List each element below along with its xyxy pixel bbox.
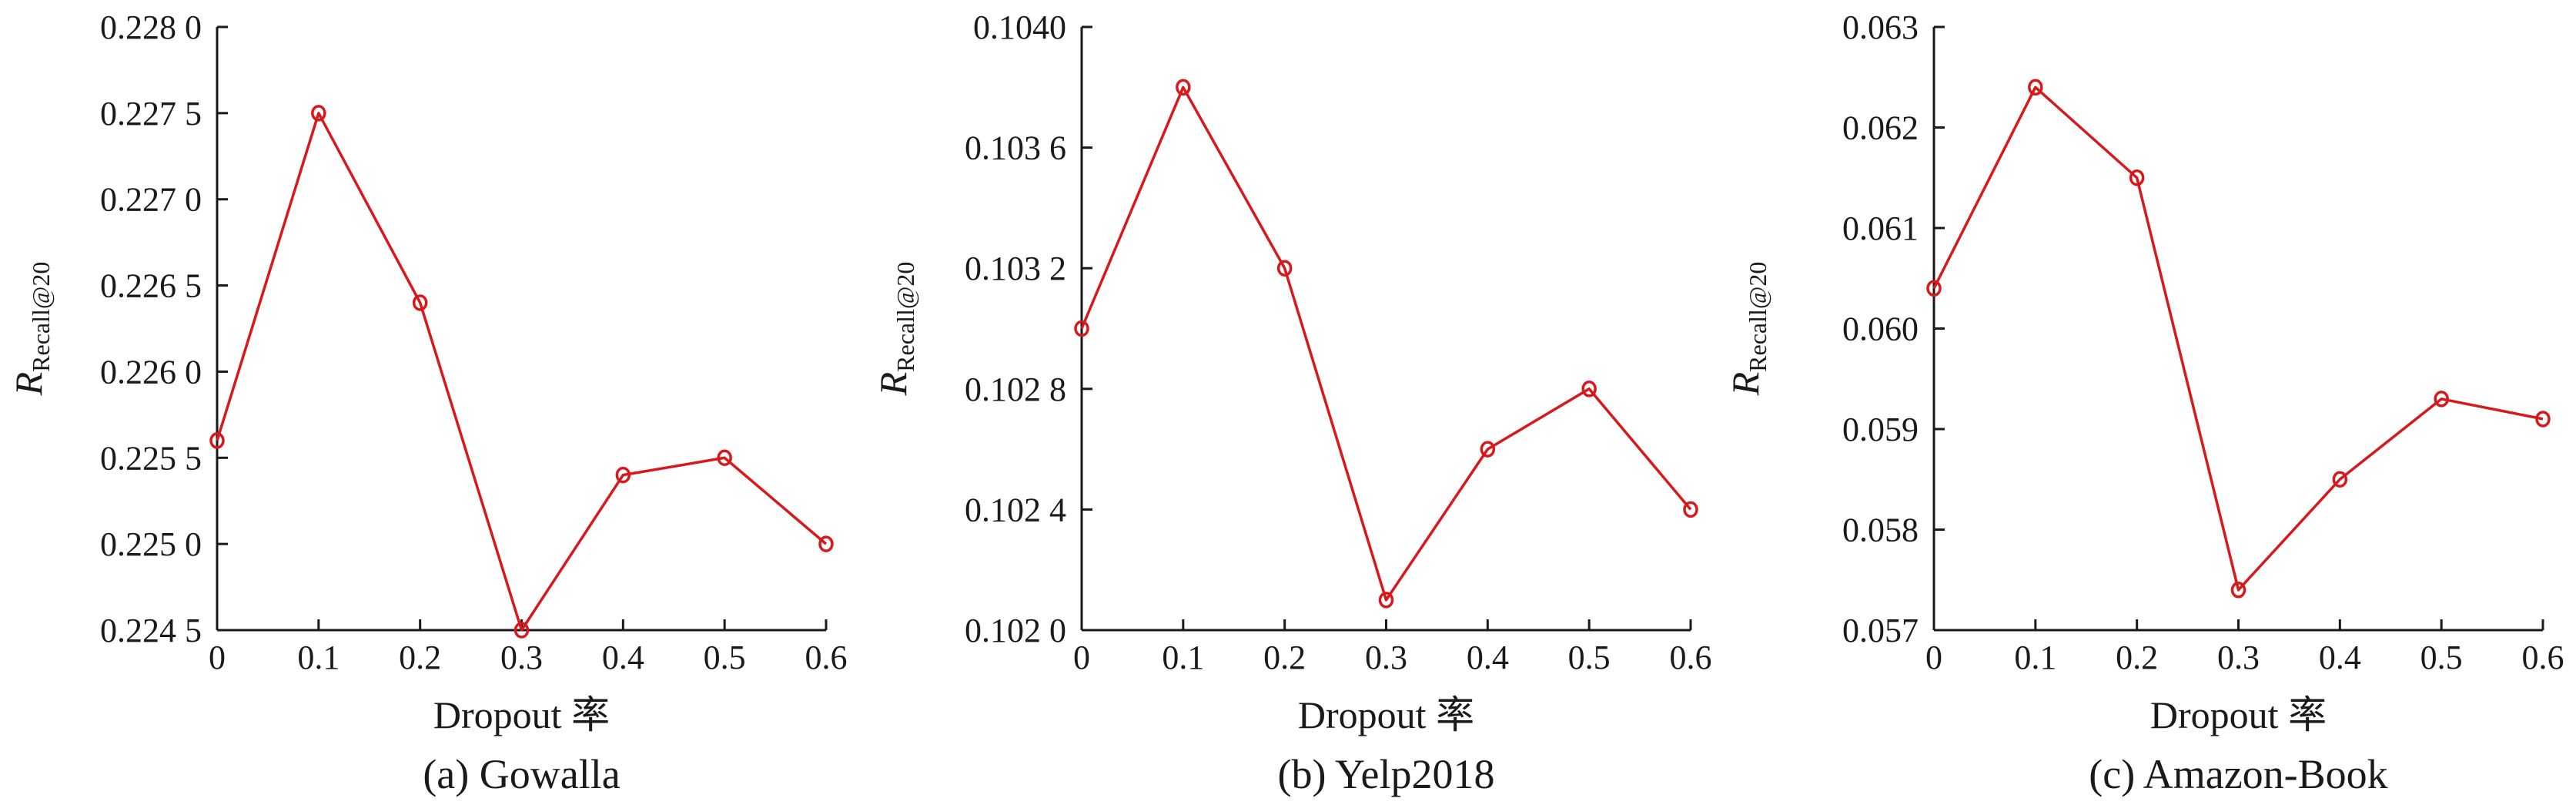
x-tick-label: 0.3 <box>1365 639 1407 676</box>
y-tick-label: 0.225 0 <box>100 525 202 563</box>
y-tick-label: 0.227 5 <box>100 95 202 132</box>
y-axis-label-main: R <box>1724 372 1767 397</box>
x-tick-label: 0 <box>209 639 226 676</box>
chart-caption: (b) Yelp2018 <box>1277 751 1494 797</box>
x-tick-label: 0.1 <box>2014 639 2056 676</box>
x-tick-label: 0.2 <box>2116 639 2158 676</box>
y-axis-label-main: R <box>871 372 915 397</box>
y-tick-label: 0.102 0 <box>965 612 1066 649</box>
y-tick-label: 0.224 5 <box>100 612 202 649</box>
y-tick-label: 0.227 0 <box>100 181 202 219</box>
x-tick-label: 0.1 <box>297 639 340 676</box>
y-axis-label: RRecall@20 <box>1724 262 1771 397</box>
data-point-marker <box>1480 441 1496 458</box>
chart-panel-yelp2018: 0.102 0 0.102 4 0.102 8 0.103 2 0.103 6 0.104… <box>871 8 1712 797</box>
chart-caption: (a) Gowalla <box>423 751 620 797</box>
data-point-marker <box>1074 320 1089 337</box>
x-tick-label: 0.5 <box>2420 639 2463 676</box>
y-axis-label-main: R <box>7 372 50 397</box>
y-axis-label-sub: Recall@20 <box>27 262 55 372</box>
data-point-marker <box>311 105 326 122</box>
y-tick-group: 0.102 0 0.102 4 0.102 8 0.103 2 0.103 6 0.104… <box>965 8 1092 649</box>
x-axis-label: Dropout 率 <box>1298 693 1474 736</box>
data-point-marker <box>1683 501 1698 518</box>
x-tick-label: 0.6 <box>2522 639 2564 676</box>
y-tick-label: 0.102 4 <box>965 491 1066 528</box>
x-tick-label: 0.4 <box>2319 639 2361 676</box>
y-tick-label: 0.058 <box>1842 512 1919 549</box>
x-tick-label: 0 <box>1073 639 1090 676</box>
x-tick-group: 0 0.1 0.2 0.3 0.4 0.5 0.6 <box>1925 619 2564 676</box>
data-point-marker <box>2129 169 2145 186</box>
x-tick-label: 0.6 <box>1670 639 1712 676</box>
data-point-marker <box>2434 391 2449 408</box>
y-tick-label: 0.061 <box>1842 210 1919 247</box>
y-tick-label: 0.1040 <box>973 8 1066 46</box>
data-point-marker <box>209 432 225 449</box>
data-point-marker <box>2332 471 2348 488</box>
y-tick-label: 0.057 <box>1842 612 1919 649</box>
x-tick-label: 0.1 <box>1162 639 1204 676</box>
x-tick-label: 0.3 <box>2217 639 2260 676</box>
y-tick-label: 0.063 <box>1842 8 1919 46</box>
x-tick-label: 0 <box>1925 639 1942 676</box>
chart-caption: (c) Amazon-Book <box>2089 751 2387 797</box>
series-group <box>209 105 834 639</box>
series-line <box>1932 86 2544 592</box>
x-tick-label: 0.5 <box>704 639 746 676</box>
y-tick-label: 0.060 <box>1842 310 1919 348</box>
series-line <box>1080 86 1692 602</box>
x-tick-label: 0.6 <box>805 639 848 676</box>
x-tick-label: 0.4 <box>1467 639 1509 676</box>
data-point-marker <box>717 449 732 467</box>
y-tick-label: 0.226 5 <box>100 267 202 305</box>
y-tick-label: 0.102 8 <box>965 371 1066 408</box>
x-tick-group: 0 0.1 0.2 0.3 0.4 0.5 0.6 <box>1073 619 1712 676</box>
x-tick-label: 0.2 <box>399 639 441 676</box>
y-tick-label: 0.103 6 <box>965 129 1066 167</box>
data-point-marker <box>818 535 834 552</box>
chart-panel-gowalla: 0.224 5 0.225 0 0.225 5 0.226 0 0.226 5 0.227… <box>7 8 848 797</box>
y-tick-group: 0.057 0.058 0.059 0.060 0.061 0.062 0.063 <box>1842 8 1945 649</box>
data-point-marker <box>2230 582 2246 599</box>
y-axis-label: RRecall@20 <box>871 262 919 397</box>
x-tick-label: 0.5 <box>1568 639 1611 676</box>
data-point-marker <box>1378 592 1394 609</box>
y-tick-label: 0.225 5 <box>100 439 202 477</box>
y-tick-label: 0.103 2 <box>965 250 1066 287</box>
data-point-marker <box>1926 280 1942 297</box>
y-tick-label: 0.228 0 <box>100 8 202 46</box>
y-tick-label: 0.226 0 <box>100 353 202 391</box>
y-tick-label: 0.059 <box>1842 411 1919 448</box>
series-line <box>216 112 828 632</box>
x-axis-label: Dropout 率 <box>2150 693 2327 736</box>
series-group <box>1926 79 2551 599</box>
data-point-marker <box>2535 411 2551 428</box>
data-point-marker <box>412 294 428 311</box>
y-tick-label: 0.062 <box>1842 109 1919 147</box>
chart-panel-amazon-book: 0.057 0.058 0.059 0.060 0.061 0.062 0.063 0 0.1… <box>1724 8 2564 797</box>
data-point-marker <box>514 622 530 639</box>
x-tick-label: 0.3 <box>500 639 543 676</box>
y-axis-label-sub: Recall@20 <box>1744 262 1771 372</box>
data-point-marker <box>1276 260 1293 277</box>
data-point-marker <box>1176 79 1191 96</box>
data-point-marker <box>1581 381 1597 397</box>
x-tick-label: 0.2 <box>1263 639 1306 676</box>
x-tick-label: 0.4 <box>602 639 644 676</box>
x-tick-group: 0 0.1 0.2 0.3 0.4 0.5 0.6 <box>209 619 848 676</box>
data-point-marker <box>2028 79 2043 96</box>
y-tick-group: 0.224 5 0.225 0 0.225 5 0.226 0 0.226 5 0.227… <box>100 8 228 649</box>
y-axis-label: RRecall@20 <box>7 262 55 397</box>
series-group <box>1074 79 1698 609</box>
data-point-marker <box>615 466 631 484</box>
x-axis-label: Dropout 率 <box>433 693 610 736</box>
y-axis-label-sub: Recall@20 <box>892 262 919 372</box>
